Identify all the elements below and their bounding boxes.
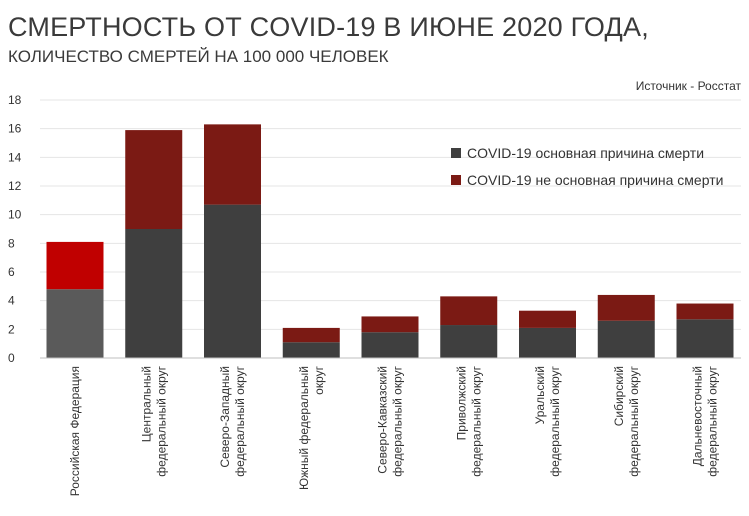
legend-swatch-primary-cause (451, 148, 461, 158)
category-label: Дальневосточный федеральный округ (691, 365, 720, 476)
chart-subtitle: КОЛИЧЕСТВО СМЕРТЕЙ НА 100 000 ЧЕЛОВЕК (8, 47, 389, 66)
legend: COVID-19 основная причина смерти COVID-19… (451, 145, 723, 188)
category-label-line: Центральный (139, 366, 153, 442)
category-label: Приволжский федеральный округ (454, 365, 483, 476)
legend-label: COVID-19 основная причина смерти (467, 145, 704, 161)
y-tick-label: 6 (8, 265, 15, 279)
category-label-line: Северо-Кавказский (376, 366, 390, 474)
bar-primary-cause (204, 204, 261, 358)
bar-primary-cause (519, 327, 576, 358)
category-label-line: федеральный округ (548, 365, 562, 476)
bar-non-primary-cause (676, 303, 734, 320)
category-label-line: Северо-Западный (218, 366, 232, 468)
bar-non-primary-cause (361, 316, 419, 333)
category-label-line: федеральный округ (627, 365, 641, 476)
bar-non-primary-cause (125, 130, 183, 229)
category-label-line: Приволжский (454, 366, 468, 440)
category-label-line: Российская Федерация (68, 366, 82, 496)
category-label-line: Дальневосточный (691, 366, 705, 466)
legend-label: COVID-19 не основная причина смерти (467, 172, 723, 188)
category-label: Северо-Кавказский федеральный округ (376, 365, 405, 476)
category-label-line: Уральский (533, 366, 547, 424)
category-label-line: федеральный округ (233, 365, 247, 476)
bar-primary-cause (440, 325, 498, 358)
y-tick-label: 8 (8, 236, 15, 250)
y-tick-label: 16 (8, 122, 22, 136)
category-labels: Российская Федерация Центральный федеральн… (68, 365, 720, 496)
category-label: Северо-Западный федеральный округ (218, 365, 247, 476)
category-label: Сибирский федеральный округ (612, 365, 641, 476)
category-label-line: федеральный округ (391, 365, 405, 476)
category-label-line: Южный федеральный (297, 366, 311, 490)
y-tick-label: 14 (8, 150, 22, 164)
y-tick-label: 12 (8, 179, 22, 193)
bar-primary-cause (361, 332, 419, 358)
y-axis-ticks: 0 2 4 6 8 10 12 14 16 18 (8, 93, 22, 365)
bar-primary-cause (46, 289, 104, 358)
y-tick-label: 10 (8, 208, 22, 222)
category-label: Центральный федеральный округ (139, 365, 168, 476)
category-label-line: федеральный округ (469, 365, 483, 476)
category-label: Южный федеральный округ (297, 365, 326, 490)
y-tick-label: 0 (8, 351, 15, 365)
category-label-line: федеральный округ (706, 365, 720, 476)
bars (46, 124, 734, 358)
bar-non-primary-cause (46, 241, 104, 290)
y-tick-label: 4 (8, 294, 15, 308)
bar-non-primary-cause (597, 294, 655, 321)
legend-swatch-non-primary-cause (451, 175, 461, 185)
bar-primary-cause (282, 342, 340, 358)
source-note: Источник - Росстат (635, 79, 741, 93)
category-label-line: Сибирский (612, 366, 626, 426)
category-label: Российская Федерация (68, 366, 82, 496)
category-label-line: федеральный округ (154, 365, 168, 476)
bar-primary-cause (676, 319, 734, 358)
bar-primary-cause (597, 320, 655, 358)
bar-non-primary-cause (440, 296, 498, 326)
y-tick-label: 2 (8, 322, 15, 336)
bar-non-primary-cause (204, 124, 261, 205)
category-label: Уральский федеральный округ (533, 365, 562, 476)
bar-non-primary-cause (282, 327, 340, 343)
bar-primary-cause (125, 229, 183, 358)
chart-title: СМЕРТНОСТЬ ОТ COVID-19 В ИЮНЕ 2020 ГОДА, (8, 12, 649, 42)
bar-non-primary-cause (519, 310, 576, 328)
category-label-line: округ (312, 365, 326, 394)
y-tick-label: 18 (8, 93, 22, 107)
